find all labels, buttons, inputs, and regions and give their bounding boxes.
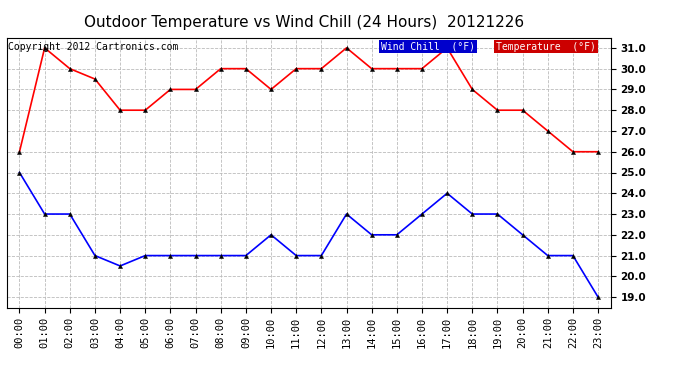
Text: Copyright 2012 Cartronics.com: Copyright 2012 Cartronics.com [8,42,179,51]
Text: Wind Chill  (°F): Wind Chill (°F) [381,42,475,51]
Text: Temperature  (°F): Temperature (°F) [496,42,595,51]
Text: Outdoor Temperature vs Wind Chill (24 Hours)  20121226: Outdoor Temperature vs Wind Chill (24 Ho… [83,15,524,30]
